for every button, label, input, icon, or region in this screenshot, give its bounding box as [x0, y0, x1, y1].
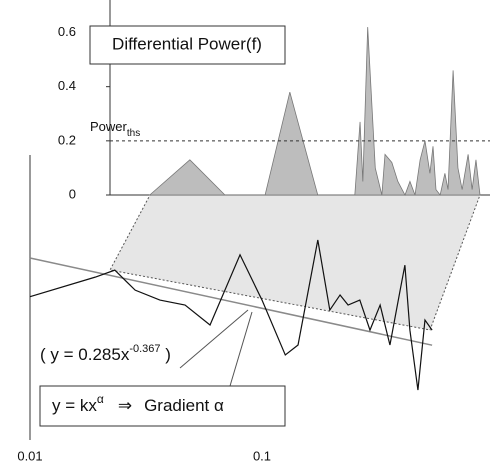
formula-base: y = kx: [52, 396, 97, 415]
formula: y = kxα ⇒ Gradient α: [52, 392, 224, 415]
threshold-main: Power: [90, 119, 128, 134]
y-tick-label: 0.2: [58, 132, 76, 147]
fit-open: ( y =: [40, 345, 78, 364]
formula-exp: α: [97, 392, 104, 406]
mapping-band: [109, 194, 481, 331]
formula-arrow: ⇒: [118, 396, 132, 415]
area: [148, 27, 481, 196]
pointer: [229, 311, 253, 387]
threshold-sub: ths: [127, 128, 140, 139]
x-tick-label: 0.1: [253, 448, 271, 463]
formula-box: [39, 385, 286, 427]
y-tick-label: 0: [69, 186, 76, 201]
x-tick-label: 0.01: [17, 448, 42, 463]
title-box: [89, 25, 286, 65]
top-chart: 0 0.2 0.4 0.6: [58, 24, 490, 201]
fit-alpha: -0.367: [129, 343, 160, 355]
fit-close: ): [161, 345, 171, 364]
bottom-chart: 0.01 0.1: [17, 239, 433, 463]
threshold-label: Powerths: [90, 119, 140, 138]
fit-k: 0.285: [78, 345, 121, 364]
y-tick-label: 0.4: [58, 78, 76, 93]
fit-label: ( y = 0.285x-0.367 ): [40, 343, 171, 365]
y-tick-label: 0.6: [58, 24, 76, 39]
fit-var: x: [121, 345, 130, 364]
data-line: [29, 239, 433, 391]
chart-title: Differential Power(f): [112, 34, 262, 53]
pointer: [179, 309, 249, 369]
formula-text: Gradient α: [144, 396, 224, 415]
fit-line: [29, 257, 433, 346]
